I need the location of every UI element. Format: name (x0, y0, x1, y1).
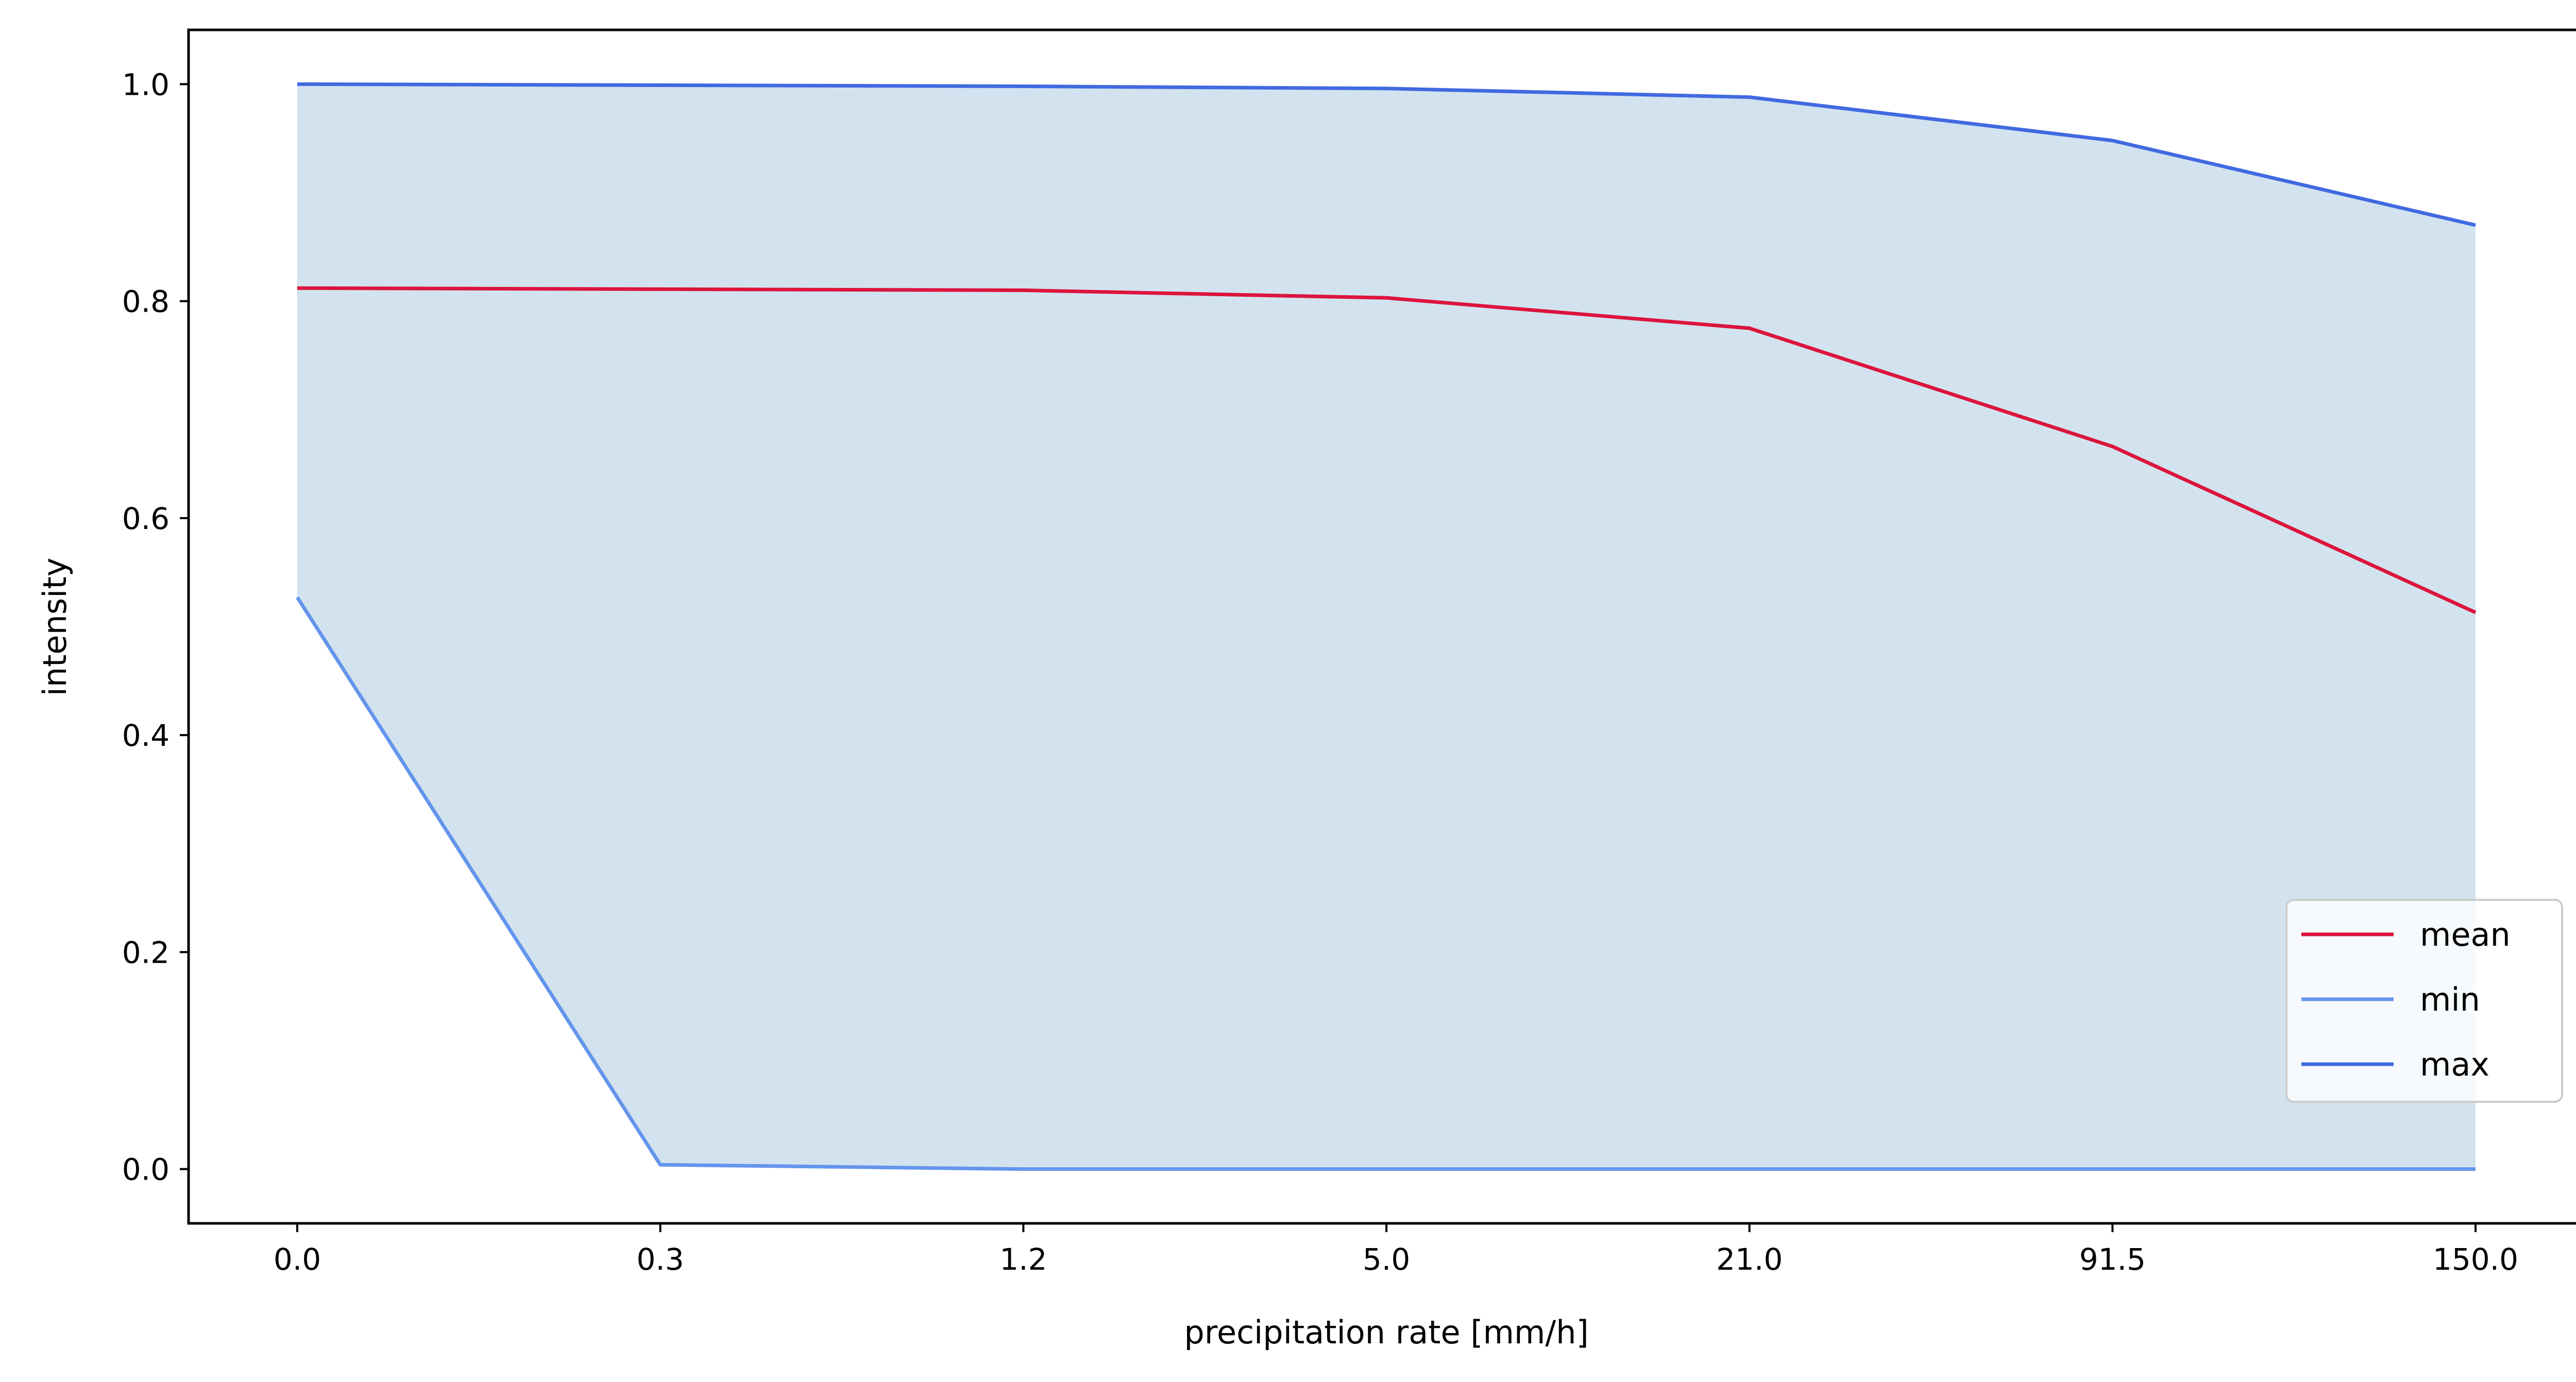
y-tick-label: 0.4 (122, 718, 170, 753)
legend-label-min: min (2420, 981, 2480, 1018)
series-line-mean (297, 286, 2477, 615)
y-tick-label: 0.2 (122, 935, 170, 970)
x-axis: 0.0 0.3 1.2 5.0 21.0 91.5 150.0 (274, 1223, 2518, 1277)
x-tick-label: 91.5 (2079, 1242, 2146, 1277)
y-axis-label: intensity (36, 558, 74, 696)
series-line-min (296, 596, 2476, 1171)
x-tick-label: 5.0 (1363, 1242, 1410, 1277)
x-axis-label: precipitation rate [mm/h] (1184, 1313, 1588, 1351)
y-tick-label: 1.0 (122, 67, 170, 102)
legend-label-max: max (2420, 1046, 2489, 1083)
legend-box (2285, 899, 2563, 1103)
x-tick-label: 150.0 (2433, 1242, 2518, 1277)
x-tick-label: 0.0 (274, 1242, 321, 1277)
y-tick-label: 0.0 (122, 1152, 170, 1187)
y-tick-label: 0.6 (122, 501, 170, 536)
y-axis: 0.0 0.2 0.4 0.6 0.8 1.0 (122, 67, 189, 1187)
legend: mean min max (2285, 899, 2563, 1103)
x-tick-label: 21.0 (1716, 1242, 1783, 1277)
y-tick-label: 0.8 (122, 284, 170, 319)
series-line-max (297, 82, 2476, 227)
legend-label-mean: mean (2420, 916, 2511, 953)
x-tick-label: 0.3 (637, 1242, 684, 1277)
x-tick-label: 1.2 (999, 1242, 1047, 1277)
series-layer (296, 82, 2477, 1171)
min-max-range-fill (297, 84, 2476, 1169)
